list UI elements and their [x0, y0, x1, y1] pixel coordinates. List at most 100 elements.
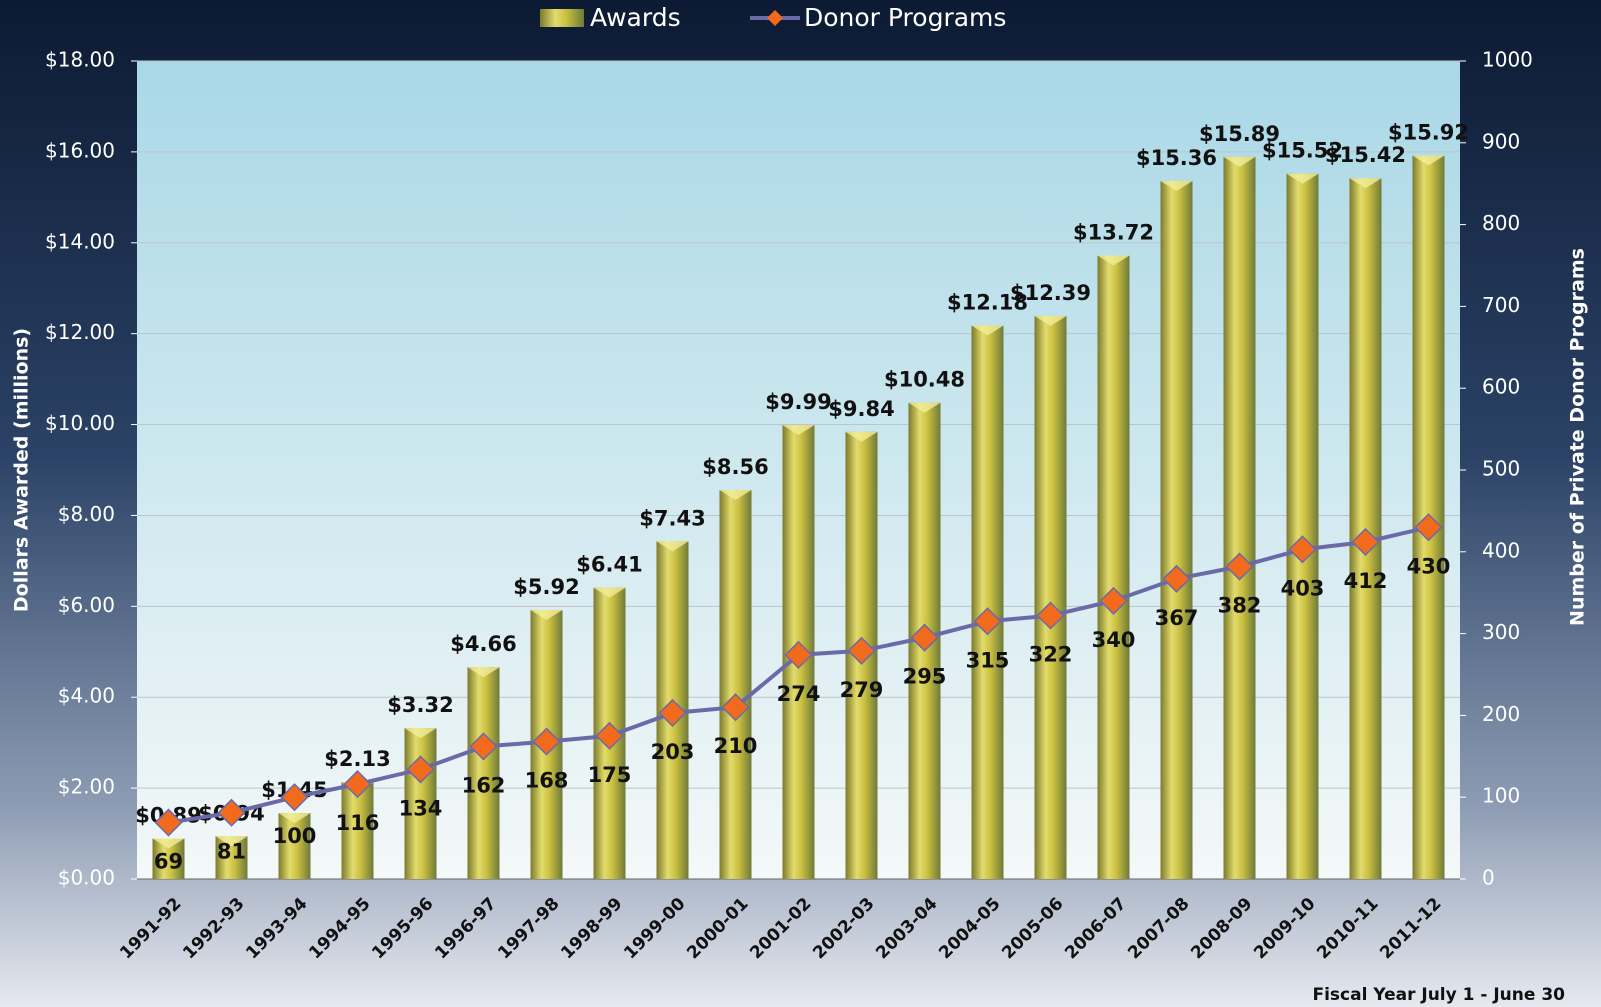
y2-tick-label: 1000	[1482, 48, 1533, 72]
bar-cap	[215, 836, 248, 847]
bar	[404, 728, 437, 879]
data-label: 210	[714, 734, 758, 758]
legend-swatch	[540, 9, 584, 27]
data-label: 340	[1092, 628, 1136, 652]
marker	[343, 770, 372, 799]
data-label: 274	[777, 682, 821, 706]
bar	[278, 813, 311, 879]
bar-cap	[1160, 180, 1193, 191]
data-label: $4.66	[450, 632, 516, 656]
marker	[658, 698, 687, 728]
data-label: 315	[966, 648, 1010, 672]
y-tick-label: $8.00	[58, 502, 115, 526]
bar-cap	[1286, 173, 1319, 184]
marker	[1036, 601, 1065, 630]
data-label: 168	[525, 769, 569, 793]
legend-label: Awards	[590, 3, 681, 32]
y-tick-label: $4.00	[58, 684, 115, 708]
bar-cap	[1097, 255, 1130, 266]
data-label: $15.89	[1199, 122, 1280, 146]
bar-cap	[467, 667, 500, 678]
data-label: $10.48	[884, 368, 965, 392]
bar	[1160, 180, 1193, 879]
y-tick-label: $18.00	[45, 48, 115, 72]
bar-cap	[719, 489, 752, 500]
marker	[1225, 552, 1254, 581]
data-label: $15.36	[1136, 146, 1217, 170]
y2-axis-title: Number of Private Donor Programs	[1567, 248, 1589, 626]
marker	[280, 783, 309, 812]
data-label: $7.43	[639, 506, 705, 530]
data-label: $12.39	[1010, 281, 1091, 305]
data-label: 322	[1029, 643, 1073, 667]
bar-cap	[845, 431, 878, 442]
y-tick-label: $2.00	[58, 775, 115, 799]
bar-cap	[530, 609, 563, 620]
bar-cap	[1349, 178, 1382, 189]
marker	[973, 607, 1002, 636]
data-label: 162	[462, 773, 506, 797]
data-label: 203	[651, 740, 695, 764]
bar-cap	[782, 425, 815, 436]
y-axis-title: Dollars Awarded (millions)	[11, 328, 33, 612]
data-label: 69	[154, 850, 183, 874]
data-label: $2.13	[324, 747, 390, 771]
marker	[469, 732, 498, 761]
y2-tick-label: 400	[1482, 538, 1520, 562]
data-label: 403	[1281, 576, 1325, 600]
marker	[595, 721, 624, 750]
data-label: 100	[273, 824, 317, 848]
y2-tick-label: 600	[1482, 375, 1520, 399]
data-label: $12.18	[947, 290, 1028, 314]
bar-cap	[971, 325, 1004, 336]
data-label: 430	[1407, 554, 1451, 578]
x-axis-title: Fiscal Year July 1 - June 30	[1312, 985, 1565, 1005]
bar-cap	[404, 728, 437, 739]
marker	[721, 693, 750, 722]
data-label: 367	[1155, 606, 1199, 630]
bar	[1286, 173, 1319, 880]
y-tick-label: $0.00	[58, 866, 115, 890]
marker	[1099, 586, 1128, 615]
y2-tick-label: 900	[1482, 129, 1520, 153]
data-label: 116	[336, 811, 380, 835]
y-tick-label: $10.00	[45, 411, 115, 435]
legend-marker	[767, 10, 783, 26]
bar-cap	[152, 838, 185, 849]
data-label: $8.56	[702, 455, 768, 479]
data-label: $15.92	[1388, 121, 1469, 145]
data-label: $9.84	[828, 397, 894, 421]
bar-cap	[656, 541, 689, 552]
marker	[154, 808, 183, 837]
y2-tick-label: 300	[1482, 620, 1520, 644]
data-label: 382	[1218, 594, 1262, 618]
marker	[847, 636, 876, 665]
bar	[971, 325, 1004, 879]
bar	[1223, 156, 1256, 880]
y-tick-label: $14.00	[45, 229, 115, 253]
data-label: 279	[840, 678, 884, 702]
data-label: $5.92	[513, 575, 579, 599]
data-label: 412	[1344, 569, 1388, 593]
bar	[1097, 255, 1130, 880]
y2-tick-label: 100	[1482, 784, 1520, 808]
data-label: $15.42	[1325, 143, 1406, 167]
bar-cap	[1034, 315, 1067, 326]
y-tick-label: $6.00	[58, 593, 115, 617]
bar-cap	[593, 587, 626, 598]
bar-cap	[278, 813, 311, 824]
marker	[1414, 513, 1443, 542]
marker	[406, 755, 435, 784]
marker	[217, 798, 246, 827]
bar	[1034, 315, 1067, 879]
y2-tick-label: 0	[1482, 866, 1495, 890]
data-label: $3.32	[387, 693, 453, 717]
data-label: $13.72	[1073, 221, 1154, 245]
bar-cap	[908, 402, 941, 413]
bar-cap	[1223, 156, 1256, 167]
data-label: 175	[588, 763, 632, 787]
marker	[1288, 535, 1317, 564]
y2-tick-label: 200	[1482, 702, 1520, 726]
data-label: 295	[903, 665, 947, 689]
